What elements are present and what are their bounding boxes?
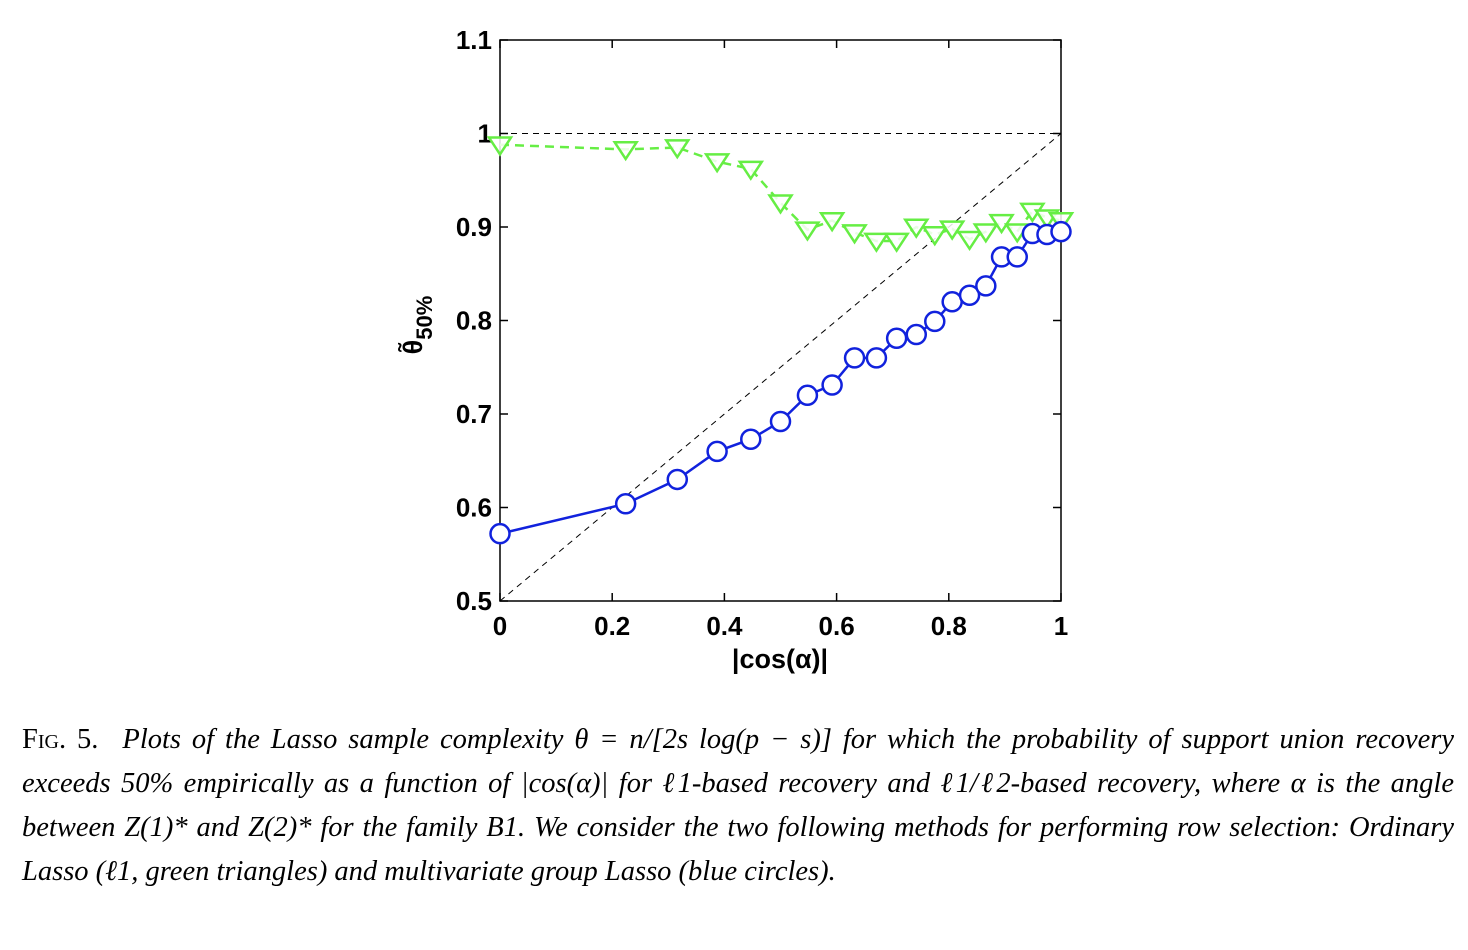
- data-point-triangle: [737, 160, 765, 181]
- y-tick-label: 1.1: [456, 25, 492, 55]
- y-tick-label: 0.9: [456, 212, 492, 242]
- data-point-triangle: [956, 230, 983, 252]
- data-point-circle: [1006, 246, 1028, 268]
- data-point-circle: [843, 347, 866, 369]
- data-point-triangle: [938, 220, 966, 241]
- series-line-circle: [499, 230, 1062, 535]
- y-axis-label-subscript: 50%: [412, 296, 437, 340]
- svg-text:θ̃50%: θ̃50%: [397, 296, 437, 355]
- data-point-triangle: [794, 221, 821, 242]
- reference-line-diagonal: [499, 133, 1062, 602]
- data-point-triangle: [703, 153, 731, 174]
- x-tick-label: 1: [1054, 611, 1068, 641]
- data-point-circle: [975, 275, 997, 297]
- data-point-triangle: [486, 136, 514, 157]
- data-point-triangle: [883, 232, 910, 253]
- caption-label: Fig. 5.: [22, 724, 99, 755]
- data-point-triangle: [902, 218, 930, 239]
- data-point-circle: [905, 323, 928, 346]
- data-point-circle: [796, 384, 819, 407]
- data-point-circle: [885, 327, 908, 350]
- data-point-circle: [958, 284, 981, 307]
- x-tick-label: 0.6: [819, 611, 855, 641]
- y-tick-label: 0.5: [456, 586, 492, 616]
- data-point-circle: [706, 440, 728, 463]
- x-axis-label: |cos(α)|: [732, 644, 828, 674]
- data-point-triangle: [921, 226, 949, 247]
- y-tick-label: 0.8: [456, 306, 492, 336]
- plot-area: 0 0.2 0.4 0.6 0.8 1 0.5 0.6 0.7 0.8 0.9 1 1.1: [456, 25, 1075, 641]
- data-point-circle: [769, 410, 792, 433]
- data-point-circle: [489, 522, 511, 545]
- data-point-circle: [740, 428, 762, 450]
- x-tick-label: 0.8: [931, 611, 967, 641]
- x-tick-label: 0: [493, 611, 507, 641]
- y-axis-label-main: θ̃: [397, 340, 428, 355]
- axes-box: [499, 39, 1062, 602]
- data-point-triangle: [841, 224, 868, 245]
- data-point-circle: [924, 310, 946, 333]
- data-point-triangle: [818, 212, 846, 233]
- x-tick-label: 0.2: [594, 611, 630, 641]
- y-tick-label: 0.6: [456, 493, 492, 523]
- data-point-circle: [821, 374, 843, 396]
- caption-text: Plots of the Lasso sample complexity θ =…: [22, 724, 1454, 887]
- data-point-circle: [865, 347, 888, 369]
- data-point-circle: [666, 468, 689, 491]
- data-point-circle: [1050, 220, 1072, 243]
- data-point-triangle: [972, 223, 1000, 244]
- y-axis-label: θ̃50%: [397, 296, 437, 355]
- x-tick-label: 0.4: [706, 611, 743, 641]
- y-tick-label: 1: [478, 119, 492, 149]
- data-point-triangle: [767, 194, 794, 215]
- y-tick-label: 0.7: [456, 399, 492, 429]
- chart: 0 0.2 0.4 0.6 0.8 1 0.5 0.6 0.7 0.8 0.9 1 1.1 |cos(α…: [397, 25, 1075, 674]
- data-point-circle: [614, 493, 637, 515]
- data-point-triangle: [863, 232, 890, 253]
- data-point-triangle: [663, 139, 691, 160]
- figure-caption: Fig. 5. Plots of the Lasso sample complex…: [22, 718, 1454, 894]
- data-point-triangle: [612, 140, 639, 162]
